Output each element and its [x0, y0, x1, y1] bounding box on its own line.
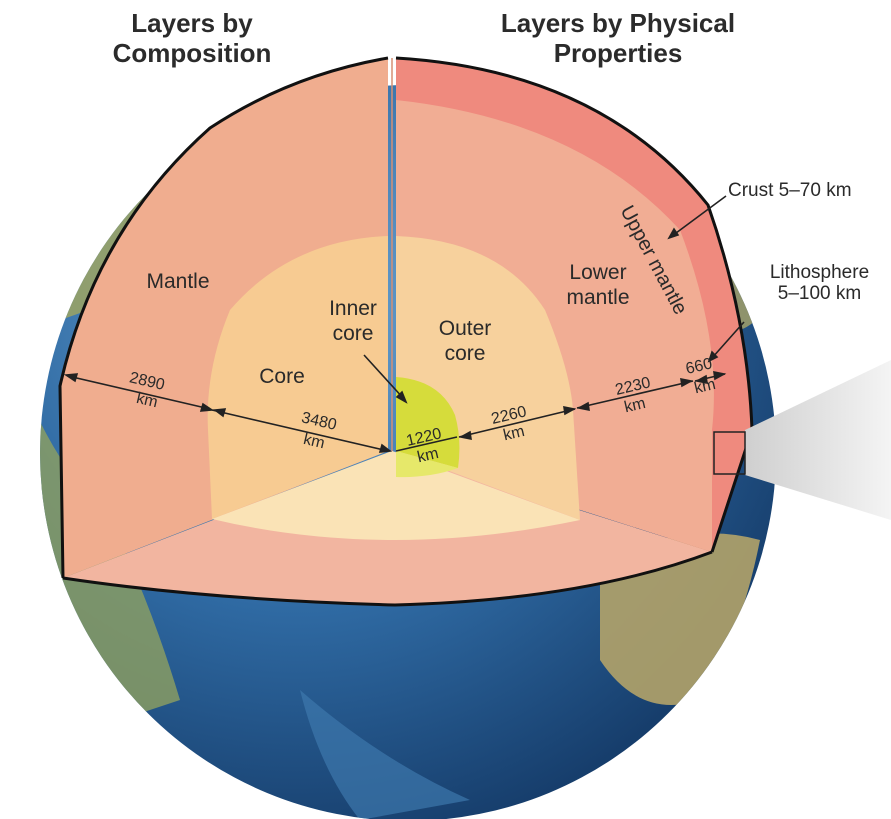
composition-heading-line1: Layers by	[131, 8, 253, 38]
dim-2230-unit: km	[623, 395, 648, 416]
lower-mantle-label-line1: Lower	[569, 261, 626, 284]
cutaway	[58, 56, 754, 607]
dim-1220-unit: km	[416, 445, 441, 466]
dim-3480-unit: km	[302, 431, 327, 452]
mantle-label: Mantle	[146, 270, 209, 293]
zoom-box	[713, 431, 746, 475]
outer-core-label-line2: core	[445, 342, 486, 365]
dim-660-unit: km	[693, 376, 718, 397]
lithosphere-label-line2: 5–100 km	[777, 283, 862, 304]
dim-2260-unit: km	[502, 423, 527, 444]
lithosphere-label-line1: Lithosphere	[769, 262, 870, 283]
physical-heading-line1: Layers by Physical	[500, 8, 736, 38]
dim-660: 660 km	[684, 355, 717, 397]
dim-660-value: 660	[684, 355, 714, 378]
dim-2890-unit: km	[135, 390, 160, 411]
dim-3480: 3480 km	[300, 409, 339, 452]
inner-core-label-line2: core	[333, 322, 374, 345]
composition-heading-line2: Composition	[112, 38, 272, 68]
zoom-callout	[713, 360, 891, 520]
dim-2260: 2260 km	[490, 403, 529, 444]
crust-label: Crust 5–70 km	[728, 180, 852, 201]
inner-core-label-line1: Inner	[329, 297, 377, 320]
physical-heading: Layers by Physical Properties	[468, 8, 768, 68]
dimension-arrows	[63, 195, 745, 453]
physical-heading-line2: Properties	[553, 38, 683, 68]
composition-heading: Layers by Composition	[62, 8, 322, 68]
core-label: Core	[259, 365, 305, 388]
outer-core-label-line1: Outer	[439, 317, 492, 340]
lower-mantle-label-line2: mantle	[566, 286, 629, 309]
lithosphere-label: Lithosphere 5–100 km	[748, 262, 891, 304]
